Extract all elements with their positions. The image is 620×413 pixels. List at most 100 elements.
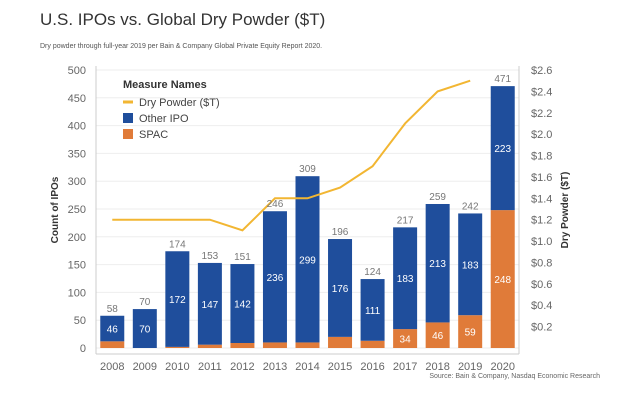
- label-spac-2019: 59: [465, 328, 477, 339]
- chart-title: U.S. IPOs vs. Global Dry Powder ($T): [40, 10, 326, 29]
- label-other-ipo-2019: 183: [462, 260, 479, 271]
- y2-tick-label: $1.8: [531, 151, 552, 163]
- y-tick-label: 350: [68, 148, 86, 160]
- y-tick-label: 0: [80, 343, 86, 355]
- bar-other-ipo-2011: [197, 262, 222, 345]
- y-tick-label: 500: [68, 65, 86, 77]
- legend-layer: Measure Names Dry Powder ($T) Other IPO SPA…: [123, 79, 220, 141]
- label-total-2019: 242: [462, 201, 479, 212]
- y-axis-title: Count of IPOs: [50, 176, 61, 243]
- y2-tick-label: $1.2: [531, 215, 552, 227]
- label-other-ipo-2010: 172: [169, 295, 186, 306]
- label-total-2017: 217: [397, 215, 414, 226]
- x-tick-label-2008: 2008: [100, 361, 124, 373]
- x-tick-label-2018: 2018: [425, 361, 449, 373]
- label-spac-2018: 46: [432, 331, 444, 342]
- x-tick-label-2011: 2011: [198, 361, 222, 373]
- bar-other-ipo-2020: [490, 86, 515, 211]
- bar-spac-2018: [425, 322, 450, 348]
- bar-other-ipo-2018: [425, 203, 450, 323]
- source-note: Source: Bain & Company, Nasdaq Economic …: [429, 373, 600, 380]
- x-tick-label-2014: 2014: [295, 361, 319, 373]
- x-tick-label-2012: 2012: [230, 361, 254, 373]
- label-other-ipo-2014: 299: [299, 255, 316, 266]
- label-total-2020: 471: [494, 74, 511, 85]
- axes-layer: 0 50 100 150 200 250 300 350 400 450 500 $0.2 $0.4 $0…: [50, 65, 571, 373]
- x-tick-label-2009: 2009: [133, 361, 157, 373]
- y-tick-label: 150: [68, 260, 86, 272]
- bar-other-ipo-2017: [393, 227, 418, 330]
- bar-spac-2008: [100, 341, 125, 348]
- x-tick-label-2020: 2020: [490, 361, 514, 373]
- bar-spac-2012: [230, 342, 255, 348]
- label-other-ipo-2009: 70: [139, 325, 151, 336]
- label-other-ipo-2018: 213: [429, 259, 446, 270]
- y2-tick-label: $0.6: [531, 279, 552, 291]
- label-other-ipo-2012: 142: [234, 300, 251, 311]
- x-tick-label-2016: 2016: [360, 361, 384, 373]
- bar-other-ipo-2019: [458, 213, 483, 316]
- label-total-2009: 70: [139, 297, 151, 308]
- bar-spac-2010: [165, 346, 190, 348]
- label-other-ipo-2011: 147: [202, 300, 219, 311]
- label-other-ipo-2016: 111: [365, 306, 381, 317]
- label-spac-2017: 34: [400, 335, 412, 346]
- y2-tick-label: $2.6: [531, 65, 552, 77]
- y-tick-label: 100: [68, 287, 86, 299]
- bar-other-ipo-2010: [165, 251, 190, 347]
- bar-spac-2011: [197, 344, 222, 348]
- label-other-ipo-2015: 176: [332, 284, 349, 295]
- bar-other-ipo-2012: [230, 264, 255, 343]
- label-total-2015: 196: [332, 227, 349, 238]
- bars-layer: [100, 86, 515, 348]
- legend-title: Measure Names: [123, 79, 207, 91]
- bar-spac-2017: [393, 329, 418, 348]
- legend-item-other-ipo: Other IPO: [139, 113, 189, 125]
- bar-other-ipo-2013: [262, 211, 287, 343]
- bar-other-ipo-2014: [295, 176, 320, 343]
- x-tick-label-2010: 2010: [165, 361, 189, 373]
- y2-tick-label: $0.8: [531, 257, 552, 269]
- y-tick-label: 300: [68, 176, 86, 188]
- bar-spac-2014: [295, 342, 320, 348]
- line-layer: [112, 79, 471, 232]
- x-tick-label-2015: 2015: [328, 361, 352, 373]
- legend-swatch-other-ipo: [123, 113, 133, 123]
- label-other-ipo-2020: 223: [494, 144, 511, 155]
- bar-other-ipo-2016: [360, 279, 385, 341]
- bar-spac-2013: [262, 342, 287, 348]
- y2-tick-label: $0.2: [531, 322, 552, 334]
- y2-tick-label: $2.0: [531, 129, 552, 141]
- bar-other-ipo-2015: [328, 239, 353, 337]
- label-total-2011: 153: [202, 251, 219, 262]
- line-dry-powder: [112, 79, 471, 232]
- label-total-2018: 259: [429, 192, 446, 203]
- y2-tick-label: $2.2: [531, 108, 552, 120]
- legend-swatch-spac: [123, 129, 133, 139]
- labels-layer: 46 58 70 70 172 174 147 153 142 151 236 246 299 309 17…: [107, 74, 512, 345]
- bar-spac-2016: [360, 340, 385, 348]
- y2-tick-label: $1.0: [531, 236, 552, 248]
- label-total-2010: 174: [169, 239, 186, 250]
- y-tick-label: 400: [68, 121, 86, 133]
- label-other-ipo-2008: 46: [107, 325, 119, 336]
- label-total-2012: 151: [234, 252, 251, 263]
- label-other-ipo-2013: 236: [267, 273, 284, 284]
- y2-tick-label: $1.6: [531, 172, 552, 184]
- y-tick-label: 50: [74, 315, 86, 327]
- y2-tick-label: $1.4: [531, 193, 552, 205]
- bar-spac-2019: [458, 315, 483, 348]
- y2-tick-label: $2.4: [531, 86, 552, 98]
- label-spac-2020: 248: [494, 275, 511, 286]
- label-other-ipo-2017: 183: [397, 274, 414, 285]
- y2-tick-label: $0.4: [531, 300, 552, 312]
- label-total-2016: 124: [364, 267, 381, 278]
- bar-spac-2015: [328, 336, 353, 348]
- x-tick-label-2017: 2017: [393, 361, 417, 373]
- x-tick-label-2019: 2019: [458, 361, 482, 373]
- label-total-2013: 246: [267, 199, 284, 210]
- bar-other-ipo-2008: [100, 315, 125, 342]
- legend-item-dry-powder: Dry Powder ($T): [139, 97, 220, 109]
- legend-item-spac: SPAC: [139, 129, 168, 141]
